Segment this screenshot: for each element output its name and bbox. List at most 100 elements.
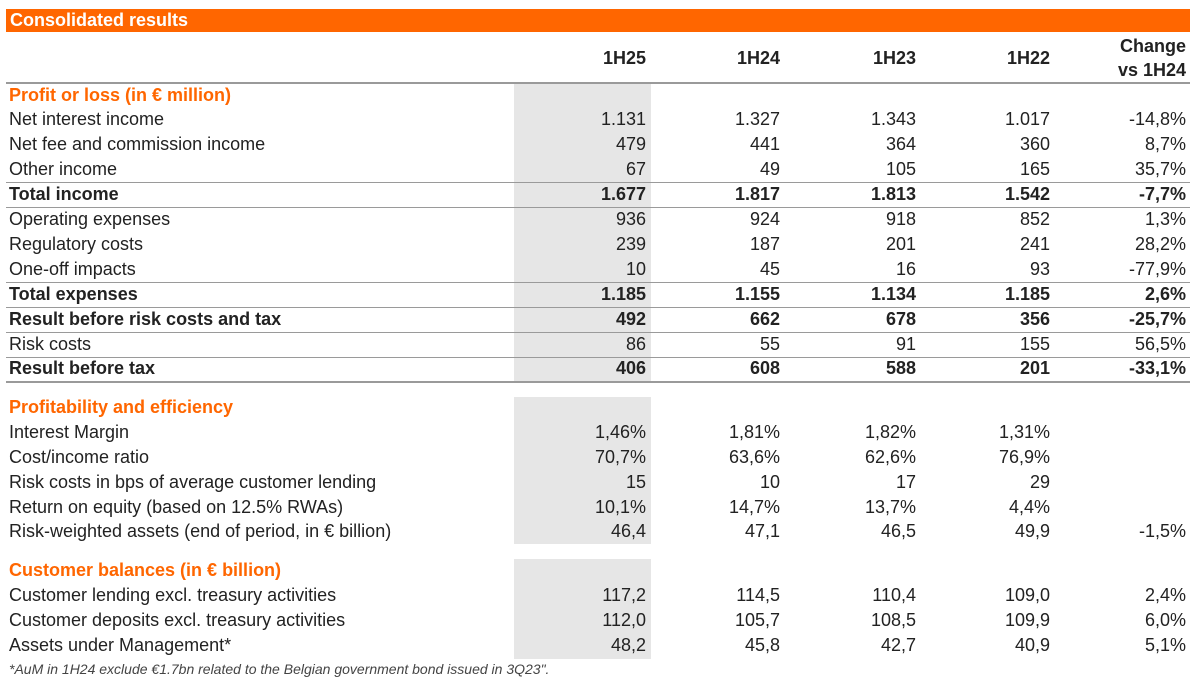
value-cell: 241: [1019, 234, 1050, 254]
row-divider: [6, 307, 1190, 308]
row-label: Customer lending excl. treasury activiti…: [9, 585, 337, 605]
row-label: Other income: [9, 159, 118, 179]
value-cell: 105,7: [734, 610, 780, 630]
value-cell: 114,5: [736, 585, 780, 605]
value-cell: 48,2: [610, 635, 646, 655]
value-cell: 1.155: [734, 284, 780, 304]
row-divider: [6, 332, 1190, 333]
value-cell: 109,0: [1004, 585, 1050, 605]
change-cell: -77,9%: [1128, 259, 1186, 279]
value-cell: 86: [625, 334, 646, 354]
change-header-line: vs 1H24: [1117, 60, 1186, 80]
value-cell: 1.134: [870, 284, 916, 304]
row-divider: [6, 182, 1190, 183]
column-header: 1H22: [1006, 48, 1050, 68]
value-cell: 117,2: [602, 585, 646, 605]
value-cell: 441: [749, 134, 780, 154]
value-cell: 108,5: [870, 610, 916, 630]
value-cell: 45,8: [744, 635, 780, 655]
value-cell: 42,7: [880, 635, 916, 655]
table-row: Operating expenses 936 924 918 852 1,3%: [0, 207, 1200, 232]
table-row: Customer lending excl. treasury activiti…: [0, 583, 1200, 608]
row-label: Interest Margin: [9, 422, 130, 442]
value-cell: 1,82%: [864, 422, 916, 442]
value-cell: 588: [885, 358, 916, 378]
row-divider: [6, 207, 1190, 208]
value-cell: 16: [895, 259, 916, 279]
row-label: Assets under Management*: [9, 635, 232, 655]
table-row: Total income 1.677 1.817 1.813 1.542 -7,7%: [0, 182, 1200, 207]
table-row: Net interest income 1.131 1.327 1.343 1.017 -…: [0, 107, 1200, 132]
row-label: Risk-weighted assets (end of period, in …: [9, 521, 392, 541]
value-cell: 918: [885, 209, 916, 229]
value-cell: 187: [749, 234, 780, 254]
value-cell: 201: [885, 234, 916, 254]
row-label: Operating expenses: [9, 209, 171, 229]
value-cell: 1,81%: [728, 422, 780, 442]
value-cell: 1,46%: [594, 422, 646, 442]
row-label: Customer deposits excl. treasury activit…: [9, 610, 346, 630]
value-cell: 55: [759, 334, 780, 354]
column-header: 1H24: [736, 48, 780, 68]
value-cell: 46,4: [610, 521, 646, 541]
highlight-column-block: [514, 559, 651, 659]
change-cell: 28,2%: [1134, 234, 1186, 254]
value-cell: 239: [615, 234, 646, 254]
value-cell: 110,4: [872, 585, 916, 605]
change-header: Change vs 1H24: [1056, 34, 1186, 82]
value-cell: 10,1%: [594, 497, 646, 517]
value-cell: 852: [1019, 209, 1050, 229]
row-divider: [6, 282, 1190, 283]
row-label: Net fee and commission income: [9, 134, 266, 154]
table-row: Total expenses 1.185 1.155 1.134 1.185 2,6%: [0, 282, 1200, 307]
row-label: Regulatory costs: [9, 234, 144, 254]
section-heading: Profit or loss (in € million): [0, 83, 1200, 108]
footnote: *AuM in 1H24 exclude €1.7bn related to t…: [9, 661, 550, 677]
table-row: Cost/income ratio 70,7% 63,6% 62,6% 76,9%: [0, 445, 1200, 470]
value-cell: 46,5: [880, 521, 916, 541]
value-cell: 678: [885, 309, 916, 329]
value-cell: 49: [759, 159, 780, 179]
section-heading: Customer balances (in € billion): [0, 558, 1200, 583]
value-cell: 105: [885, 159, 916, 179]
table-row: Return on equity (based on 12.5% RWAs) 10…: [0, 495, 1200, 520]
value-cell: 29: [1029, 472, 1050, 492]
change-cell: -25,7%: [1128, 309, 1186, 329]
row-label: Risk costs: [9, 334, 92, 354]
table-row: Risk costs in bps of average customer le…: [0, 470, 1200, 495]
row-label: One-off impacts: [9, 259, 136, 279]
column-header: 1H23: [872, 48, 916, 68]
header-divider: [6, 82, 1190, 84]
table-row: Assets under Management* 48,2 45,8 42,7 40,9…: [0, 633, 1200, 658]
value-cell: 479: [615, 134, 646, 154]
value-cell: 1.343: [870, 109, 916, 129]
row-label: Risk costs in bps of average customer le…: [9, 472, 377, 492]
table-row: One-off impacts 10 45 16 93 -77,9%: [0, 257, 1200, 282]
value-cell: 662: [749, 309, 780, 329]
change-cell: 8,7%: [1144, 134, 1186, 154]
table-row: Risk-weighted assets (end of period, in …: [0, 519, 1200, 544]
value-cell: 1.185: [600, 284, 646, 304]
section-title: Profit or loss (in € million): [9, 85, 232, 105]
change-cell: 35,7%: [1134, 159, 1186, 179]
value-cell: 40,9: [1014, 635, 1050, 655]
table-row: Other income 67 49 105 165 35,7%: [0, 157, 1200, 182]
value-cell: 45: [759, 259, 780, 279]
value-cell: 67: [625, 159, 646, 179]
table-row: Net fee and commission income 479 441 364 36…: [0, 132, 1200, 157]
table-title: Consolidated results: [6, 9, 1190, 32]
value-cell: 201: [1019, 358, 1050, 378]
value-cell: 1.813: [870, 184, 916, 204]
row-label: Result before risk costs and tax: [9, 309, 282, 329]
value-cell: 49,9: [1014, 521, 1050, 541]
value-cell: 15: [625, 472, 646, 492]
table-row: Customer deposits excl. treasury activit…: [0, 608, 1200, 633]
row-label: Total income: [9, 184, 119, 204]
row-label: Return on equity (based on 12.5% RWAs): [9, 497, 344, 517]
value-cell: 608: [749, 358, 780, 378]
value-cell: 1.327: [734, 109, 780, 129]
change-cell: 2,4%: [1144, 585, 1186, 605]
column-header: 1H25: [602, 48, 646, 68]
section-title: Profitability and efficiency: [9, 397, 234, 417]
value-cell: 364: [885, 134, 916, 154]
